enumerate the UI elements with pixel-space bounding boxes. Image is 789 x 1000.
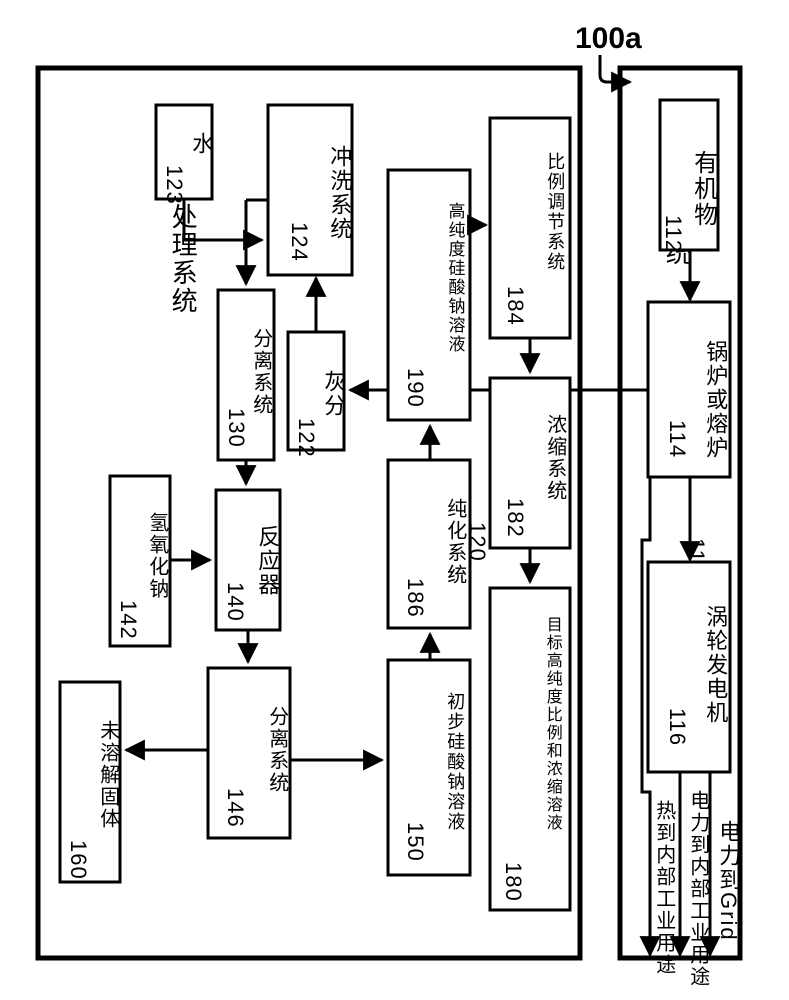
- svg-text:浓缩系统: 浓缩系统: [544, 414, 567, 502]
- figure-number: 100a: [575, 22, 642, 55]
- node-highpurity: 高纯度硅酸钠溶液 190: [388, 170, 470, 420]
- flowchart-diagram: 100a 发电系统 110 有机物 112 锅炉或熔炉 114 涡轮发电机 11…: [0, 0, 789, 1000]
- node-130: 分离系统 130: [218, 290, 274, 460]
- node-turbine: 涡轮发电机 116: [648, 562, 730, 772]
- svg-text:150: 150: [403, 822, 428, 862]
- svg-text:分离系统: 分离系统: [266, 706, 289, 794]
- svg-text:112: 112: [661, 215, 686, 253]
- svg-text:130: 130: [224, 408, 249, 448]
- output-grid-label: 电力到Grid: [716, 820, 741, 942]
- node-organics: 有机物 112: [660, 100, 718, 253]
- svg-text:灰分: 灰分: [321, 370, 346, 418]
- output-internal-heat-label: 热到内部工业用途: [653, 800, 676, 976]
- svg-text:124: 124: [287, 222, 312, 262]
- svg-text:水: 水: [189, 132, 214, 156]
- node-ratio-adjust: 比例调节系统 184: [490, 118, 570, 338]
- node-boiler: 锅炉或熔炉 114: [648, 302, 730, 477]
- svg-text:氢氧化钠: 氢氧化钠: [146, 512, 169, 600]
- svg-text:190: 190: [403, 368, 428, 408]
- svg-text:186: 186: [403, 578, 428, 618]
- svg-text:160: 160: [66, 840, 91, 880]
- node-target-solution: 目标高纯度比例和浓缩溶液 180: [490, 588, 570, 910]
- svg-text:锅炉或熔炉: 锅炉或熔炉: [703, 340, 728, 460]
- svg-text:未溶解固体: 未溶解固体: [97, 720, 120, 830]
- svg-text:142: 142: [116, 600, 141, 640]
- svg-text:140: 140: [223, 582, 248, 622]
- svg-text:冲洗系统: 冲洗系统: [327, 145, 352, 241]
- svg-text:初步硅酸钠溶液: 初步硅酸钠溶液: [445, 692, 465, 832]
- node-ash: 灰分 122: [288, 332, 346, 458]
- output-internal-elec-label: 电力到内部工业用途: [687, 790, 710, 988]
- svg-text:反应器: 反应器: [255, 525, 280, 597]
- svg-text:146: 146: [223, 788, 248, 828]
- svg-text:高纯度硅酸钠溶液: 高纯度硅酸钠溶液: [446, 202, 466, 354]
- node-undissolved: 未溶解固体 160: [60, 682, 120, 882]
- svg-text:116: 116: [665, 708, 690, 746]
- svg-text:182: 182: [503, 498, 528, 538]
- svg-text:180: 180: [501, 862, 526, 902]
- node-water: 水 123: [156, 105, 214, 205]
- node-wash: 冲洗系统 124: [268, 105, 352, 275]
- svg-text:184: 184: [503, 286, 528, 326]
- svg-text:比例调节系统: 比例调节系统: [545, 152, 565, 272]
- svg-text:纯化系统: 纯化系统: [444, 498, 467, 586]
- node-concentrate: 浓缩系统 182: [490, 378, 570, 548]
- node-reactor: 反应器 140: [216, 490, 280, 630]
- node-purify: 纯化系统 186: [388, 460, 470, 628]
- svg-text:有机物: 有机物: [690, 150, 718, 228]
- node-prelim-solution: 初步硅酸钠溶液 150: [388, 660, 470, 875]
- svg-text:123: 123: [162, 165, 187, 205]
- node-naoh: 氢氧化钠 142: [110, 476, 170, 646]
- svg-text:122: 122: [294, 418, 319, 458]
- svg-text:114: 114: [665, 420, 690, 458]
- svg-text:涡轮发电机: 涡轮发电机: [703, 605, 728, 725]
- svg-text:分离系统: 分离系统: [250, 328, 273, 416]
- svg-text:目标高纯度比例和浓缩溶液: 目标高纯度比例和浓缩溶液: [544, 616, 563, 832]
- node-separation-146: 分离系统 146: [208, 668, 290, 838]
